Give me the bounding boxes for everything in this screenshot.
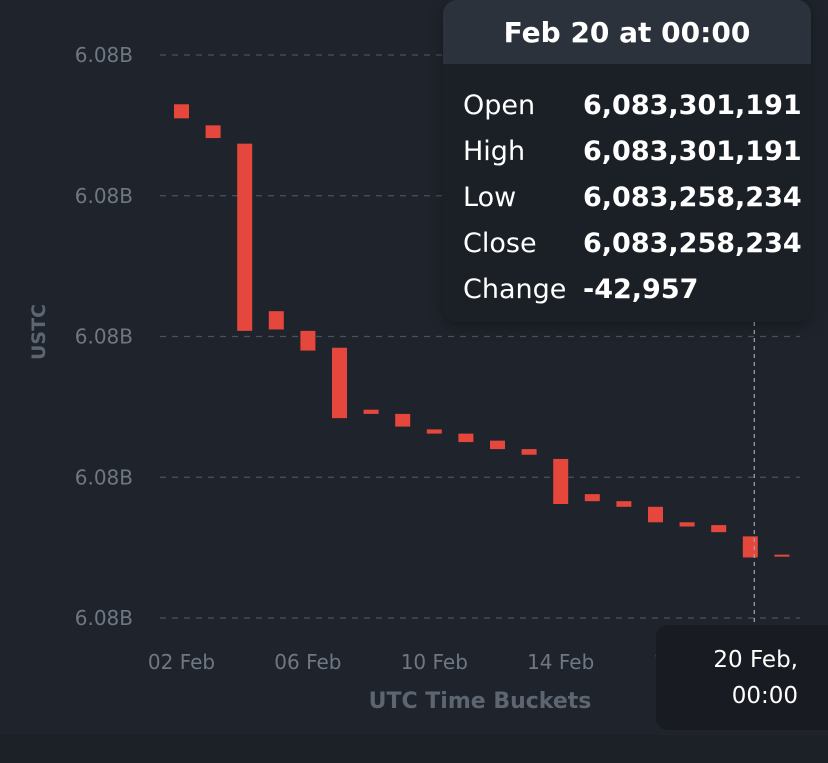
tooltip-row-high: High 6,083,301,191 [443,128,811,174]
y-tick-label: 6.08B [75,606,133,630]
tooltip-label: Open [463,89,536,121]
candle[interactable] [490,440,505,450]
candle[interactable] [521,449,537,455]
tooltip-title: Feb 20 at 00:00 [443,0,811,64]
tooltip-label: Low [463,181,517,213]
candle[interactable] [711,525,727,533]
x-tick-label: 10 Feb [401,650,468,674]
candle[interactable] [332,347,347,419]
candle[interactable] [205,125,221,139]
crosshair-date: 20 Feb, [713,646,798,673]
tooltip-row-open: Open 6,083,301,191 [443,82,811,128]
candle[interactable] [426,429,442,434]
tooltip-row-close: Close 6,083,258,234 [443,220,811,266]
ohlc-tooltip: Feb 20 at 00:00 Open 6,083,301,191 High … [443,0,811,322]
candle[interactable] [395,413,411,427]
tooltip-value: 6,083,301,191 [583,89,802,121]
candle[interactable] [237,143,253,331]
tooltip-value: 6,083,258,234 [583,227,802,259]
candle[interactable] [553,458,569,504]
x-tick-label: 06 Feb [274,650,341,674]
tooltip-label: Close [463,227,537,259]
candle[interactable] [774,554,790,557]
x-tick-label: 14 Feb [527,650,594,674]
x-tick-label: 02 Feb [148,650,215,674]
y-tick-label: 6.08B [75,43,133,67]
candle[interactable] [300,330,316,351]
candle[interactable] [174,104,189,119]
candle[interactable] [268,311,284,330]
candle[interactable] [679,522,695,527]
tooltip-value: 6,083,258,234 [583,181,802,213]
y-tick-label: 6.08B [75,325,133,349]
x-axis-title: UTC Time Buckets [369,689,592,714]
candle[interactable] [584,494,600,502]
tooltip-row-low: Low 6,083,258,234 [443,174,811,220]
y-tick-label: 6.08B [75,465,133,489]
crosshair-x-label: 20 Feb, 00:00 [656,625,828,730]
candle[interactable] [742,536,758,558]
crosshair-time: 00:00 [731,682,798,709]
tooltip-label: High [463,135,526,167]
candle[interactable] [648,506,663,523]
candle[interactable] [363,409,379,414]
tooltip-value: -42,957 [583,273,699,305]
tooltip-row-change: Change -42,957 [443,266,811,312]
candle[interactable] [616,501,632,507]
tooltip-value: 6,083,301,191 [583,135,802,167]
candle[interactable] [458,433,474,443]
tooltip-label: Change [463,273,567,305]
y-axis-title: USTC [28,304,50,360]
y-tick-label: 6.08B [75,184,133,208]
footer-strip [0,735,828,763]
